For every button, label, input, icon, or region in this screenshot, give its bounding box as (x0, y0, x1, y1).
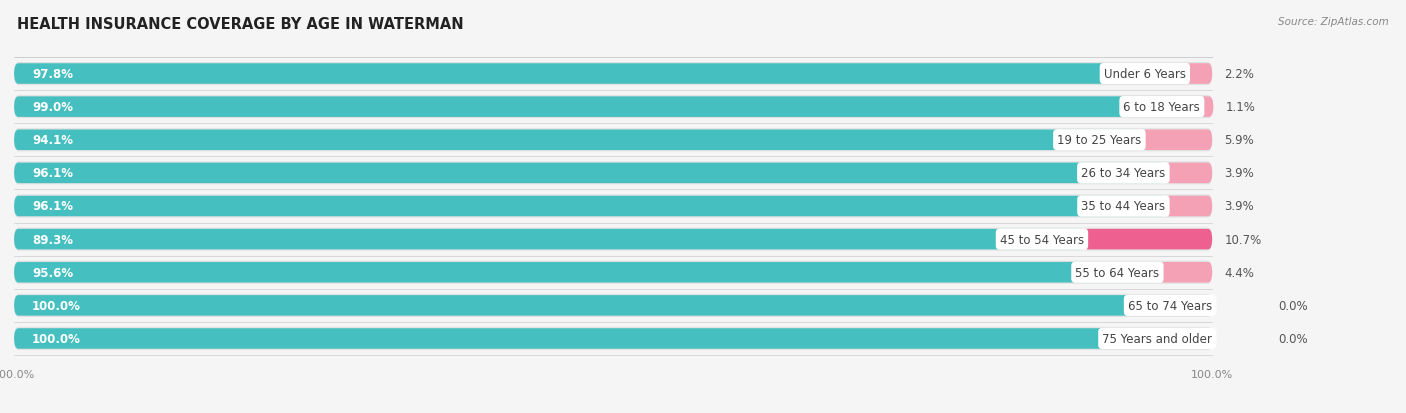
FancyBboxPatch shape (14, 63, 1212, 86)
FancyBboxPatch shape (1166, 196, 1212, 217)
Text: 3.9%: 3.9% (1225, 167, 1254, 180)
Text: 3.9%: 3.9% (1225, 200, 1254, 213)
Text: 45 to 54 Years: 45 to 54 Years (1000, 233, 1084, 246)
FancyBboxPatch shape (1201, 97, 1213, 118)
Text: 96.1%: 96.1% (32, 167, 73, 180)
Text: Under 6 Years: Under 6 Years (1104, 68, 1185, 81)
Text: Source: ZipAtlas.com: Source: ZipAtlas.com (1278, 17, 1389, 26)
Text: 26 to 34 Years: 26 to 34 Years (1081, 167, 1166, 180)
FancyBboxPatch shape (14, 96, 1212, 119)
FancyBboxPatch shape (14, 228, 1212, 251)
FancyBboxPatch shape (14, 129, 1212, 152)
Text: 0.0%: 0.0% (1278, 299, 1308, 312)
Text: 100.0%: 100.0% (32, 332, 82, 345)
FancyBboxPatch shape (14, 163, 1166, 184)
Text: 100.0%: 100.0% (32, 299, 82, 312)
Text: 75 Years and older: 75 Years and older (1102, 332, 1212, 345)
FancyBboxPatch shape (1142, 130, 1212, 151)
Text: 35 to 44 Years: 35 to 44 Years (1081, 200, 1166, 213)
FancyBboxPatch shape (14, 229, 1084, 250)
FancyBboxPatch shape (14, 196, 1166, 217)
Text: 0.0%: 0.0% (1278, 332, 1308, 345)
FancyBboxPatch shape (14, 261, 1212, 284)
Text: 5.9%: 5.9% (1225, 134, 1254, 147)
Text: 96.1%: 96.1% (32, 200, 73, 213)
FancyBboxPatch shape (1166, 163, 1212, 184)
FancyBboxPatch shape (14, 130, 1142, 151)
FancyBboxPatch shape (14, 97, 1201, 118)
Text: 99.0%: 99.0% (32, 101, 73, 114)
FancyBboxPatch shape (14, 327, 1212, 350)
Text: 55 to 64 Years: 55 to 64 Years (1076, 266, 1160, 279)
Text: 1.1%: 1.1% (1226, 101, 1256, 114)
Text: 19 to 25 Years: 19 to 25 Years (1057, 134, 1142, 147)
FancyBboxPatch shape (1084, 229, 1212, 250)
FancyBboxPatch shape (14, 294, 1212, 317)
Text: 95.6%: 95.6% (32, 266, 73, 279)
Text: 94.1%: 94.1% (32, 134, 73, 147)
FancyBboxPatch shape (14, 64, 1185, 85)
FancyBboxPatch shape (14, 195, 1212, 218)
Text: 65 to 74 Years: 65 to 74 Years (1128, 299, 1212, 312)
FancyBboxPatch shape (14, 262, 1160, 283)
Text: 4.4%: 4.4% (1225, 266, 1254, 279)
FancyBboxPatch shape (14, 162, 1212, 185)
FancyBboxPatch shape (1185, 64, 1212, 85)
FancyBboxPatch shape (1160, 262, 1212, 283)
FancyBboxPatch shape (14, 295, 1212, 316)
Text: 6 to 18 Years: 6 to 18 Years (1123, 101, 1201, 114)
Text: 10.7%: 10.7% (1225, 233, 1261, 246)
Text: 97.8%: 97.8% (32, 68, 73, 81)
Text: 2.2%: 2.2% (1225, 68, 1254, 81)
Text: 89.3%: 89.3% (32, 233, 73, 246)
Text: HEALTH INSURANCE COVERAGE BY AGE IN WATERMAN: HEALTH INSURANCE COVERAGE BY AGE IN WATE… (17, 17, 464, 31)
FancyBboxPatch shape (14, 328, 1212, 349)
